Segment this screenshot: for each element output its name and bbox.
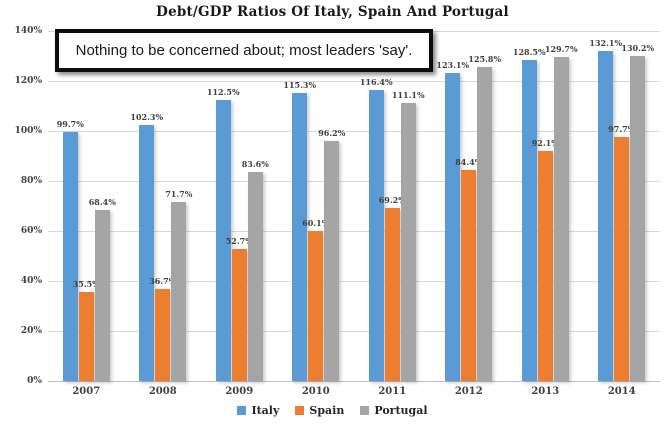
bar-value-label-italy-2010: 115.3% [283,79,317,90]
bar-value-label-spain-2008: 36.7% [149,276,177,287]
bar-italy-2012: 123.1% [436,60,469,381]
legend-label-italy: Italy [251,404,280,417]
y-axis-tick-label-20: 20% [20,326,42,336]
x-axis-year-label-2011: 2011 [378,386,407,397]
x-axis-year-label-2007: 2007 [72,386,101,397]
bar-portugal-2007: 68.4% [89,197,116,381]
bar-value-label-italy-2013: 128.5% [512,46,546,57]
bar-value-label-portugal-2008: 71.7% [165,188,193,199]
bar-spain-2007: 35.5% [73,279,100,381]
bar-italy-2008: 102.3% [130,112,163,381]
bar-value-label-spain-2013: 92.1% [531,137,559,148]
gridline-20 [48,331,660,332]
chart-legend: Italy Spain Portugal [0,404,665,417]
bar-portugal-2010: 96.2% [318,128,345,381]
x-axis-year-label-2012: 2012 [454,386,483,397]
bar-portugal-2012: 125.8% [468,54,501,381]
bar-group-2011: 116.4% 69.2% 111.1% [354,31,431,381]
bar-value-label-italy-2007: 99.7% [56,118,84,129]
chart-title: Debt/GDP Ratios Of Italy, Spain And Port… [156,4,509,20]
bar-portugal-2009: 83.6% [242,159,269,381]
bar-spain-2009: 52.7% [226,236,253,381]
bar-group-2007: 99.7% 35.5% 68.4% [48,31,125,381]
bar-value-label-portugal-2012: 125.8% [468,53,502,64]
bar-value-label-spain-2011: 69.2% [378,195,406,205]
gridline-0 [48,381,660,382]
y-axis-tick-label-80: 80% [20,176,42,186]
legend-swatch-portugal [360,406,370,415]
y-axis-tick-label-0: 0% [27,376,42,386]
x-axis-year-label-2014: 2014 [607,386,636,397]
bar-value-label-portugal-2010: 96.2% [318,127,346,138]
bar-value-label-spain-2012: 84.4% [455,157,483,167]
legend-item-portugal: Portugal [360,404,428,417]
bar-value-label-spain-2010: 60.1% [302,217,330,228]
bar-value-label-spain-2009: 52.7% [225,236,253,247]
legend-label-spain: Spain [309,404,345,417]
bar-spain-2008: 36.7% [149,276,176,381]
bar-italy-2014: 132.1% [589,38,622,381]
bar-group-2013: 128.5% 92.1% 129.7% [507,31,584,381]
x-axis-year-label-2009: 2009 [225,386,254,397]
bar-portugal-2013: 129.7% [545,44,578,381]
annotation-box: Nothing to be concerned about; most lead… [55,29,433,72]
bar-spain-2013: 92.1% [532,138,559,381]
bar-group-2008: 102.3% 36.7% 71.7% [125,31,202,381]
bar-value-label-portugal-2011: 111.1% [391,90,425,101]
bar-group-2009: 112.5% 52.7% 83.6% [201,31,278,381]
gridline-80 [48,181,660,182]
bar-value-label-spain-2014: 97.7% [608,123,636,134]
y-axis-tick-label-120: 120% [14,76,42,86]
bar-italy-2007: 99.7% [57,119,84,381]
bar-value-label-spain-2007: 35.5% [72,279,100,290]
gridline-120 [48,81,660,82]
bar-spain-2012: 84.4% [455,157,482,381]
legend-swatch-spain [295,406,305,415]
bar-group-2010: 115.3% 60.1% 96.2% [278,31,355,381]
bar-value-label-portugal-2014: 130.2% [621,42,655,53]
legend-swatch-italy [237,406,247,415]
annotation-text: Nothing to be concerned about; most lead… [75,42,413,59]
bar-spain-2010: 60.1% [302,218,329,381]
bar-value-label-italy-2011: 116.4% [359,77,393,87]
y-axis-tick-label-140: 140% [14,26,42,36]
y-axis-tick-label-100: 100% [14,126,42,136]
x-axis-year-label-2008: 2008 [148,386,177,397]
legend-item-italy: Italy [237,404,279,417]
x-axis-year-label-2013: 2013 [531,386,560,397]
gridline-100 [48,131,660,132]
bar-group-2014: 132.1% 97.7% 130.2% [584,31,661,381]
y-axis-tick-label-40: 40% [20,276,42,286]
bar-value-label-portugal-2007: 68.4% [88,197,116,207]
bar-value-label-portugal-2013: 129.7% [544,43,578,54]
gridline-40 [48,281,660,282]
x-axis-year-label-2010: 2010 [301,386,330,397]
bar-value-label-portugal-2009: 83.6% [241,159,269,169]
bar-value-label-italy-2009: 112.5% [206,86,240,97]
bar-value-label-italy-2008: 102.3% [130,112,164,123]
bar-group-2012: 123.1% 84.4% 125.8% [431,31,508,381]
bar-portugal-2008: 71.7% [165,189,192,381]
bar-portugal-2014: 130.2% [621,43,654,381]
bar-italy-2009: 112.5% [207,87,240,381]
y-axis-tick-label-60: 60% [20,226,42,236]
bar-spain-2014: 97.7% [608,124,635,381]
bar-value-label-italy-2014: 132.1% [589,37,623,48]
plot-area: 99.7% 35.5% 68.4% 102.3% 36.7% 71.7% 112.5% 52.… [48,31,661,382]
bar-portugal-2011: 111.1% [392,90,425,381]
gridline-60 [48,231,660,232]
bar-italy-2013: 128.5% [513,47,546,381]
bar-spain-2011: 69.2% [379,195,406,381]
bar-italy-2011: 116.4% [360,77,393,381]
bar-value-label-italy-2012: 123.1% [436,60,470,71]
legend-label-portugal: Portugal [374,404,428,417]
bar-italy-2010: 115.3% [283,80,316,381]
legend-item-spain: Spain [295,404,344,417]
